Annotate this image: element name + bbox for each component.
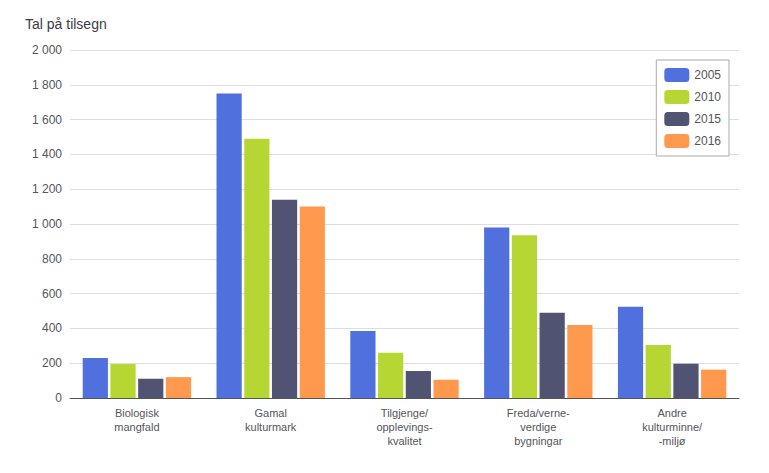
svg-text:2 000: 2 000 (32, 43, 62, 57)
svg-text:Gamal: Gamal (254, 407, 286, 419)
svg-text:1 600: 1 600 (32, 113, 62, 127)
svg-text:1 200: 1 200 (32, 182, 62, 196)
svg-text:opplevings-: opplevings- (376, 421, 433, 433)
svg-text:1 800: 1 800 (32, 78, 62, 92)
svg-text:verdige: verdige (520, 421, 556, 433)
svg-text:400: 400 (42, 321, 62, 335)
svg-text:kulturmark: kulturmark (245, 421, 297, 433)
svg-text:2010: 2010 (694, 90, 721, 104)
svg-text:Andre: Andre (657, 407, 686, 419)
svg-text:2016: 2016 (694, 134, 721, 148)
svg-text:-miljø: -miljø (659, 435, 686, 447)
svg-text:kulturminne/: kulturminne/ (642, 421, 703, 433)
svg-text:Biologisk: Biologisk (115, 407, 160, 419)
svg-text:600: 600 (42, 287, 62, 301)
svg-text:kvalitet: kvalitet (387, 435, 421, 447)
svg-text:Tal på tilsegn: Tal på tilsegn (25, 16, 107, 32)
svg-text:800: 800 (42, 252, 62, 266)
svg-text:200: 200 (42, 356, 62, 370)
svg-text:Tilgjenge/: Tilgjenge/ (381, 407, 429, 419)
svg-text:1 400: 1 400 (32, 147, 62, 161)
svg-text:2005: 2005 (694, 68, 721, 82)
svg-text:mangfald: mangfald (114, 421, 159, 433)
svg-text:1 000: 1 000 (32, 217, 62, 231)
svg-text:bygningar: bygningar (514, 435, 563, 447)
svg-text:0: 0 (55, 391, 62, 405)
svg-text:2015: 2015 (694, 112, 721, 126)
svg-text:Freda/verne-: Freda/verne- (507, 407, 570, 419)
